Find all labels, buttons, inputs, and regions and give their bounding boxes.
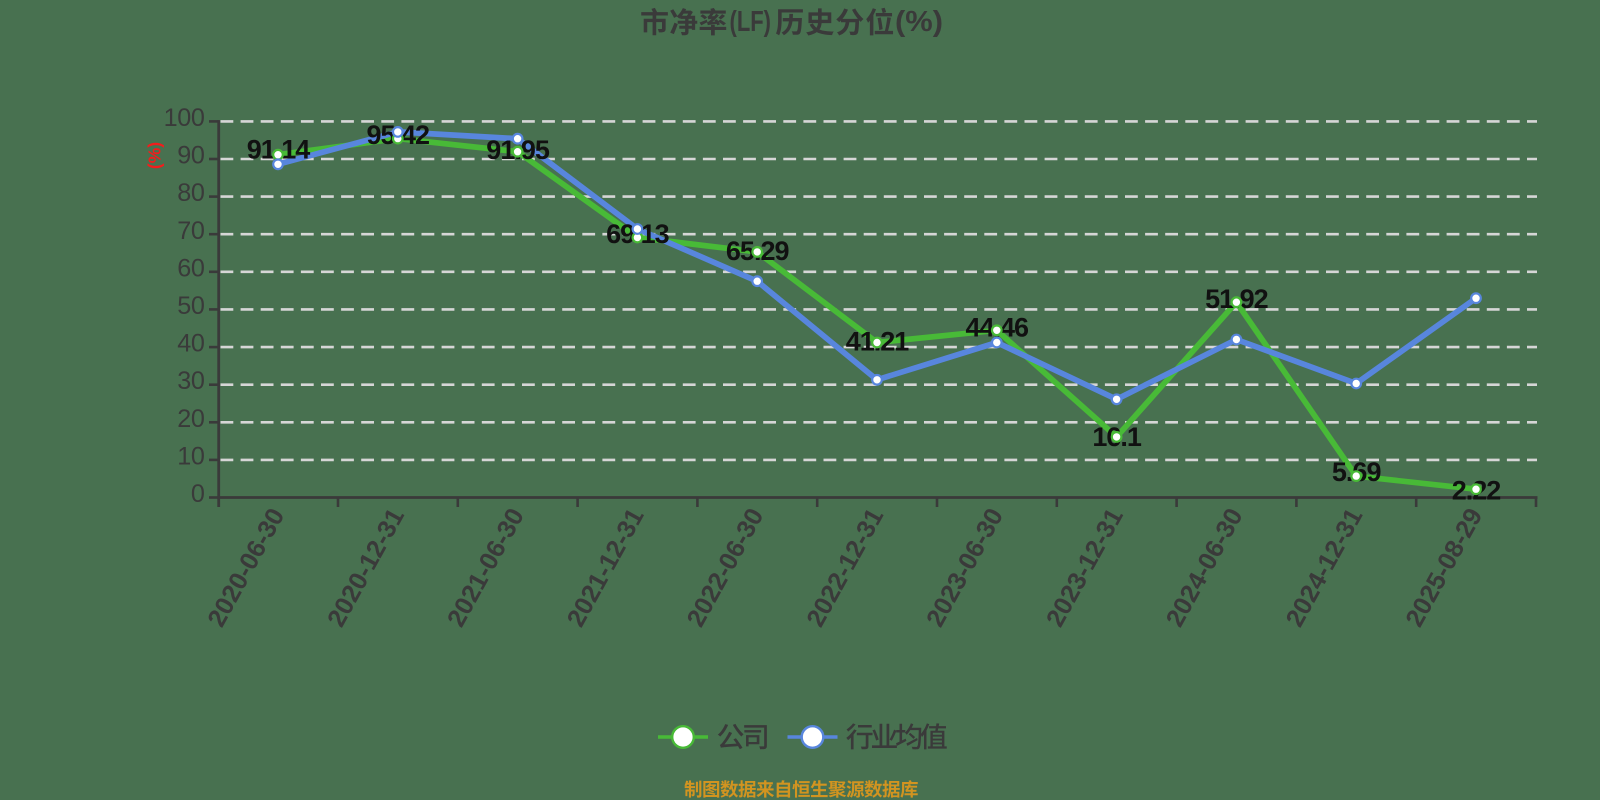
svg-text:90: 90 (177, 142, 205, 170)
svg-text:(%): (%) (145, 142, 165, 169)
svg-text:(%): (%) (895, 6, 943, 38)
svg-text:10: 10 (177, 443, 205, 471)
svg-text:70: 70 (177, 217, 205, 245)
svg-text:80: 80 (177, 179, 205, 207)
svg-text:30: 30 (177, 367, 205, 395)
svg-text:0: 0 (191, 480, 205, 508)
svg-text:100: 100 (164, 104, 205, 132)
svg-text:(LF): (LF) (730, 6, 772, 38)
svg-text:20: 20 (177, 405, 205, 433)
svg-text:60: 60 (177, 254, 205, 282)
svg-text:40: 40 (177, 330, 205, 358)
svg-text:50: 50 (177, 292, 205, 320)
